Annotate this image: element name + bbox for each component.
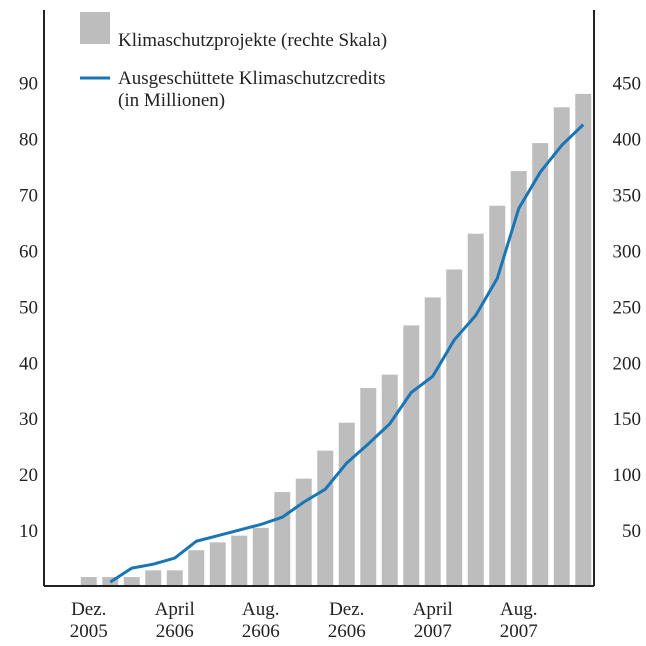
y-tick-label: 70: [19, 186, 38, 207]
bar: [510, 171, 527, 586]
bar: [295, 478, 312, 586]
y-tick-label: 30: [19, 409, 38, 430]
x-tick-label: Aug. 2606: [242, 599, 280, 642]
y-tick-label: 60: [19, 241, 38, 262]
bar: [317, 450, 334, 586]
bar: [381, 374, 398, 586]
legend-label: Klimaschutzprojekte (rechte Skala): [118, 30, 387, 51]
bar: [424, 297, 441, 586]
x-tick-label: Dez. 2005: [70, 599, 108, 642]
x-tick-label: Aug. 2007: [500, 599, 538, 642]
bar: [80, 577, 97, 586]
y-tick-label: 20: [19, 465, 38, 486]
y2-tick-label: 400: [613, 130, 642, 151]
bar: [489, 205, 506, 586]
y2-tick-label: 200: [613, 353, 642, 374]
y-tick-label: 10: [19, 521, 38, 542]
y2-tick-label: 300: [613, 241, 642, 262]
bar: [532, 143, 549, 586]
bar: [338, 422, 355, 586]
bar: [360, 388, 377, 586]
bar: [252, 527, 269, 586]
bar: [553, 107, 570, 586]
y2-tick-label: 150: [613, 409, 642, 430]
y2-tick-label: 50: [622, 521, 641, 542]
y-tick-label: 80: [19, 130, 38, 151]
bar: [274, 492, 291, 586]
bar: [575, 93, 592, 587]
bar: [403, 325, 420, 586]
bar: [166, 570, 183, 586]
y-tick-label: 90: [19, 74, 38, 95]
bar: [209, 542, 226, 586]
bar: [231, 535, 248, 586]
y-tick-label: 40: [19, 353, 38, 374]
y2-tick-label: 250: [613, 297, 642, 318]
line: [109, 123, 585, 584]
legend-label: Ausgeschüttete Klimaschutzcredits (in Mil…: [118, 68, 386, 111]
bar: [467, 233, 484, 586]
x-tick-label: April 2606: [155, 599, 195, 642]
y2-tick-label: 100: [613, 465, 642, 486]
y2-tick-label: 450: [613, 74, 642, 95]
x-tick-label: April 2007: [413, 599, 453, 642]
bar: [123, 577, 140, 586]
bar: [145, 570, 162, 586]
y-tick-label: 50: [19, 297, 38, 318]
legend-swatch: [80, 12, 110, 44]
bar: [188, 550, 205, 586]
bar: [446, 269, 463, 586]
x-tick-label: Dez. 2606: [328, 599, 366, 642]
y2-tick-label: 350: [613, 186, 642, 207]
